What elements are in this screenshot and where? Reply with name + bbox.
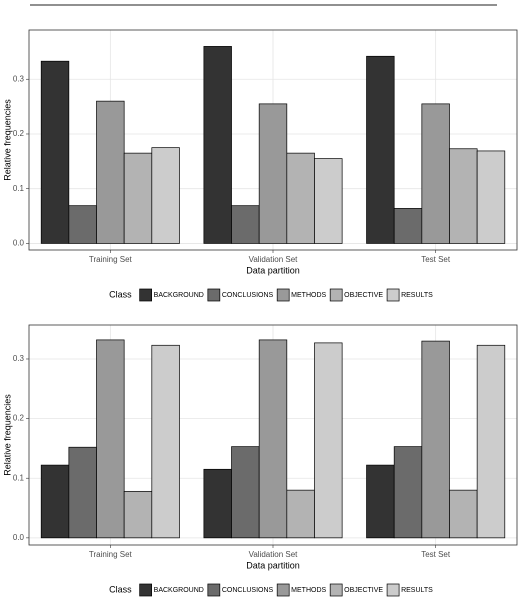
legend-key: [139, 583, 152, 597]
y-tick-label: 0.2: [13, 414, 25, 423]
legend-title: Class: [109, 289, 132, 299]
x-tick-label: Validation Set: [249, 255, 299, 264]
legend-label: METHODS: [291, 292, 326, 299]
legend-key: [139, 288, 152, 302]
y-tick-label: 0.0: [13, 533, 25, 542]
bar: [449, 489, 478, 539]
x-tick-label: Training Set: [89, 550, 133, 559]
bar: [40, 60, 70, 244]
bar: [286, 489, 315, 539]
legend-key: [329, 288, 343, 302]
legend-label: RESULTS: [401, 292, 433, 299]
legend-label: CONCLUSIONS: [222, 292, 274, 299]
legend-title: Class: [109, 584, 132, 594]
bar: [96, 100, 125, 244]
x-tick-label: Validation Set: [249, 550, 299, 559]
bar: [449, 148, 478, 244]
bar: [203, 468, 232, 539]
legend-label: BACKGROUND: [154, 587, 204, 594]
legend: Class BACKGROUND CONCLUSIONS METHODS OBJECTI…: [109, 288, 433, 302]
bar: [151, 147, 180, 244]
bar: [476, 344, 506, 539]
y-tick-label: 0.3: [13, 74, 25, 83]
x-tick-label: Test Set: [421, 255, 451, 264]
legend-key: [329, 583, 343, 597]
bar: [151, 344, 180, 539]
bar: [40, 464, 70, 539]
bar: [258, 103, 288, 244]
y-tick-label: 0.2: [13, 129, 25, 138]
y-tick-label: 0.3: [13, 354, 25, 363]
x-axis-title: Data partition: [246, 560, 300, 570]
bar: [393, 446, 423, 539]
panel-border: [28, 324, 518, 546]
bar: [258, 339, 288, 539]
bar: [68, 446, 97, 539]
y-tick-label: 0.1: [13, 184, 25, 193]
bar: [421, 103, 450, 244]
bar: [421, 340, 450, 539]
legend-key: [207, 288, 221, 302]
panel-border: [28, 29, 518, 251]
legend-label: RESULTS: [401, 587, 433, 594]
legend-key: [207, 583, 221, 597]
bar: [123, 490, 153, 539]
legend-label: CONCLUSIONS: [222, 587, 274, 594]
bar: [231, 446, 260, 539]
bar: [203, 46, 232, 244]
bar: [476, 150, 506, 244]
legend-key: [276, 583, 290, 597]
bar: [231, 205, 260, 244]
bar: [366, 464, 395, 539]
legend-key: [386, 583, 400, 597]
y-axis-title: Relative frequencies: [2, 394, 12, 476]
bar: [393, 208, 423, 244]
x-axis-title: Data partition: [246, 265, 300, 275]
bar: [366, 55, 395, 244]
y-tick-label: 0.0: [13, 239, 25, 248]
bar: [286, 152, 315, 244]
bar: [314, 342, 343, 539]
legend-key: [386, 288, 400, 302]
x-tick-label: Training Set: [89, 255, 133, 264]
legend-key: [276, 288, 290, 302]
y-axis-title: Relative frequencies: [2, 99, 12, 181]
x-tick-label: Test Set: [421, 550, 451, 559]
legend: Class BACKGROUND CONCLUSIONS METHODS OBJECTI…: [109, 583, 433, 597]
legend-label: METHODS: [291, 587, 326, 594]
bar: [123, 152, 153, 244]
legend-label: OBJECTIVE: [344, 587, 383, 594]
y-tick-label: 0.1: [13, 473, 25, 482]
bar: [68, 205, 97, 244]
bar: [96, 339, 125, 539]
bar: [314, 158, 343, 244]
legend-label: BACKGROUND: [154, 292, 204, 299]
legend-label: OBJECTIVE: [344, 292, 383, 299]
